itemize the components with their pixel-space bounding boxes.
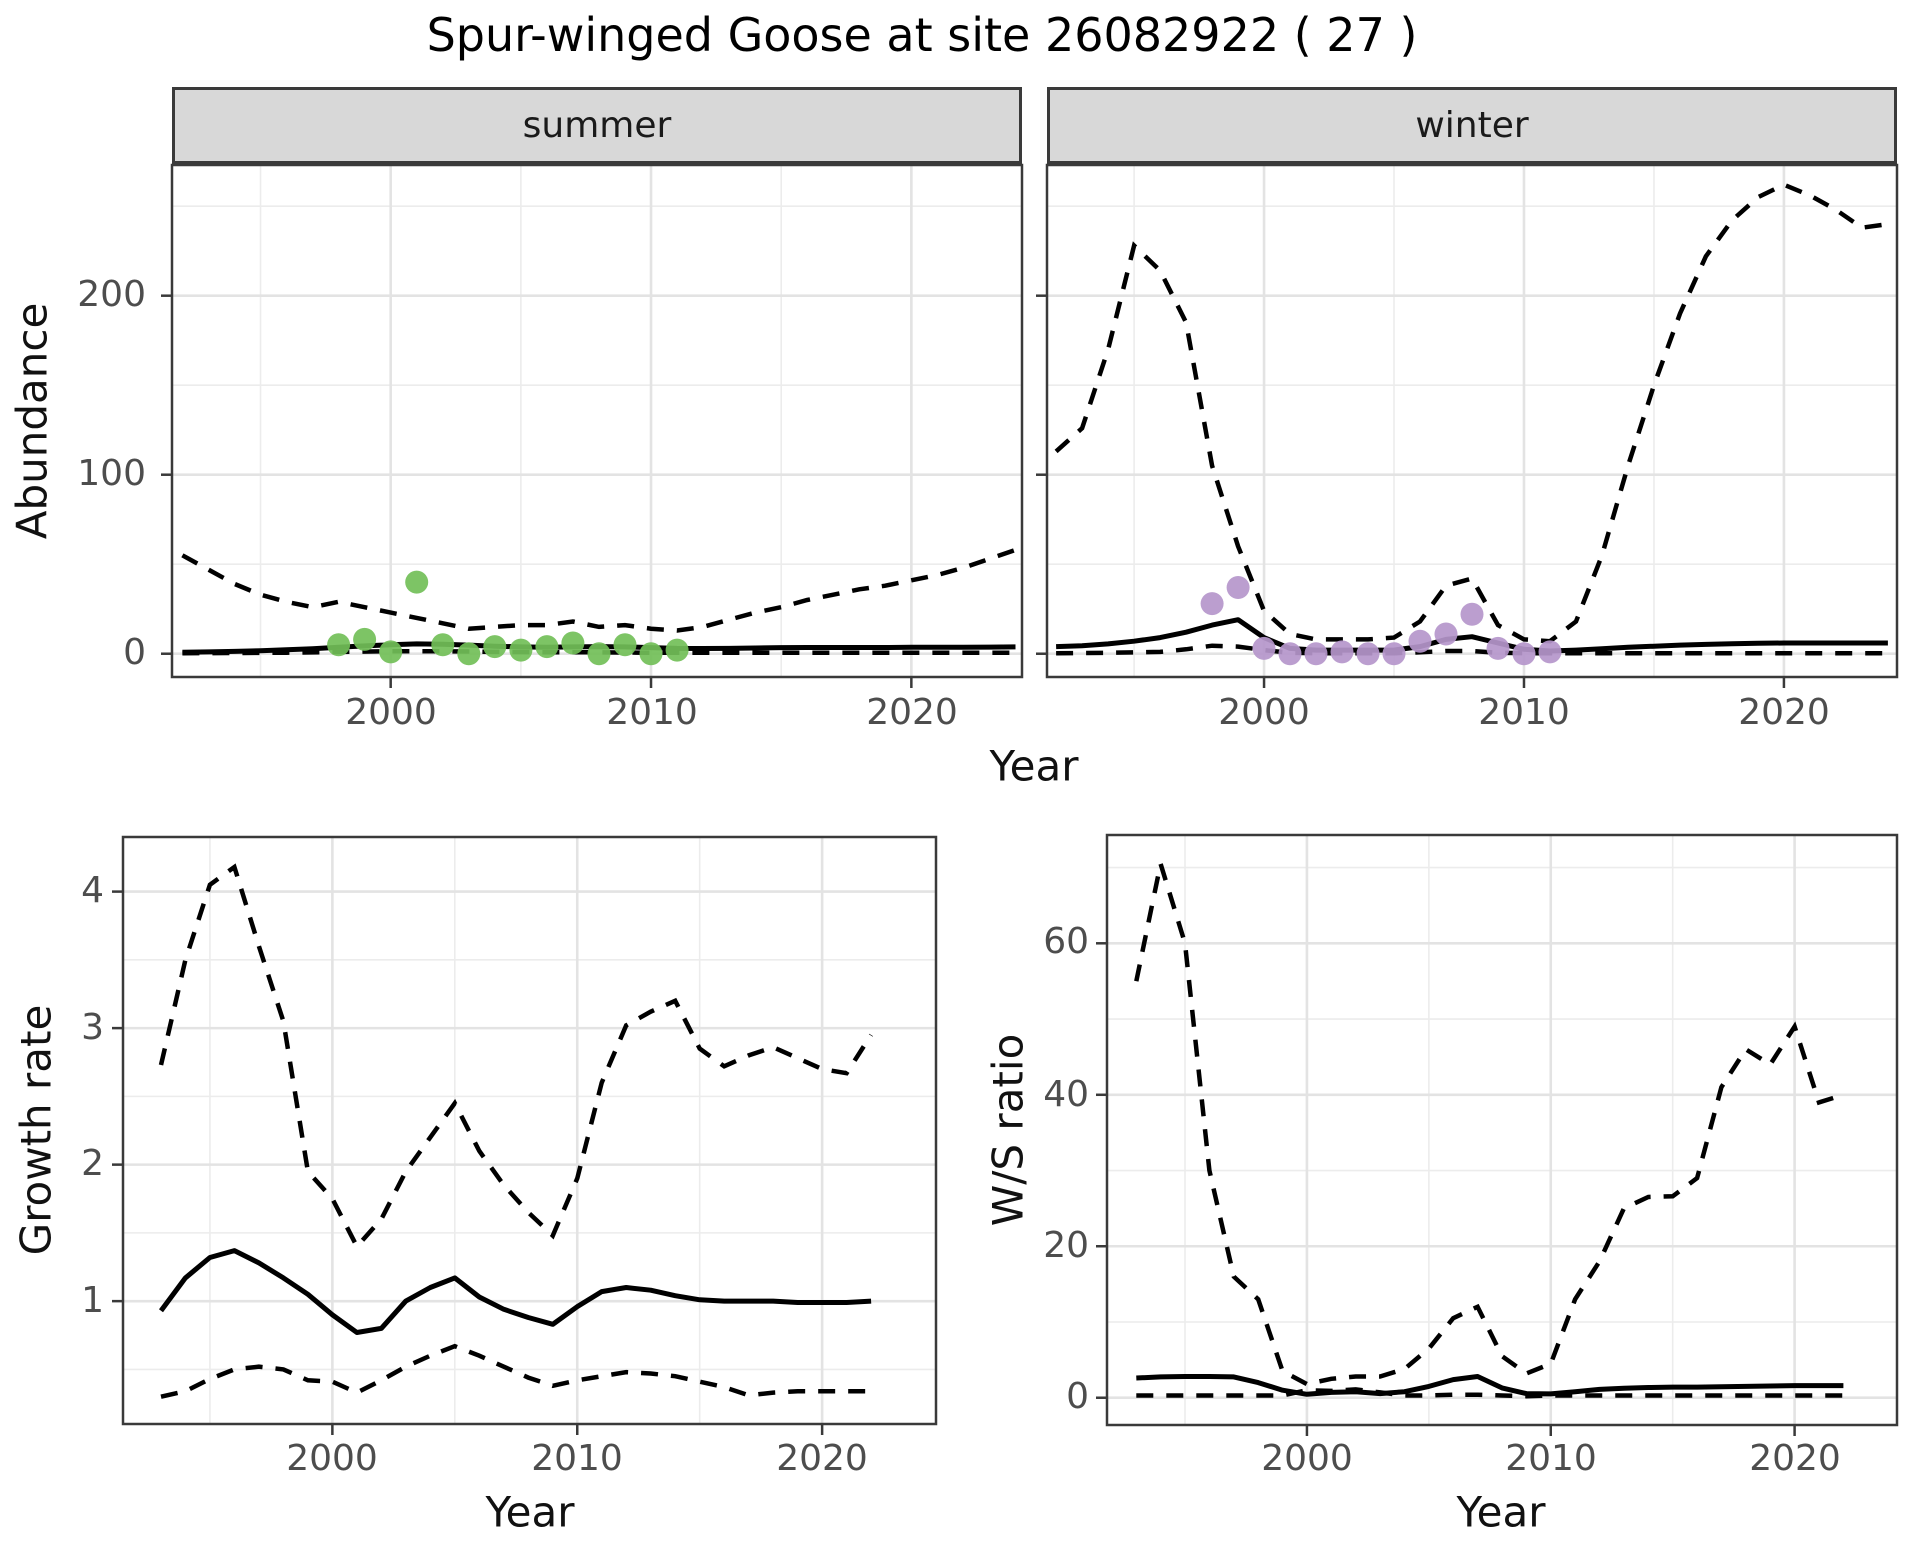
facet-strip-winter-label: winter xyxy=(1415,105,1529,146)
x-tick-ws-2020: 2020 xyxy=(1749,1438,1841,1479)
x-tick-winter-2010: 2010 xyxy=(1478,692,1570,733)
y-tick-abundance-0: 0 xyxy=(123,632,146,673)
y-tick-abundance-200: 200 xyxy=(77,274,146,315)
y-axis-title-growth: Growth rate xyxy=(11,1004,61,1256)
y-tick-growth-2: 2 xyxy=(81,1143,104,1184)
y-tick-ws-20: 20 xyxy=(1043,1225,1089,1266)
x-tick-winter-2020: 2020 xyxy=(1738,692,1830,733)
x-tick-ws-2010: 2010 xyxy=(1505,1438,1597,1479)
facet-strip-winter: winter xyxy=(1047,87,1897,164)
y-tick-growth-1: 1 xyxy=(81,1280,104,1321)
x-tick-growth-2000: 2000 xyxy=(286,1438,378,1479)
page-title: Spur-winged Goose at site 26082922 ( 27 … xyxy=(426,8,1418,62)
x-tick-summer-2010: 2010 xyxy=(606,692,698,733)
x-tick-winter-2000: 2000 xyxy=(1218,692,1310,733)
x-axis-title-year-growth: Year xyxy=(485,1487,575,1537)
facet-strip-summer: summer xyxy=(172,87,1022,164)
x-tick-growth-2010: 2010 xyxy=(531,1438,623,1479)
x-tick-summer-2000: 2000 xyxy=(345,692,437,733)
y-tick-growth-3: 3 xyxy=(81,1007,104,1048)
x-tick-ws-2000: 2000 xyxy=(1261,1438,1353,1479)
x-axis-title-year-top: Year xyxy=(989,741,1079,791)
y-tick-ws-40: 40 xyxy=(1043,1074,1089,1115)
x-axis-title-year-ws: Year xyxy=(1456,1487,1546,1537)
y-axis-title-abundance: Abundance xyxy=(7,302,57,540)
facet-strip-summer-label: summer xyxy=(522,105,672,146)
x-tick-summer-2020: 2020 xyxy=(866,692,958,733)
y-axis-title-ws: W/S ratio xyxy=(983,1033,1033,1227)
y-tick-abundance-100: 100 xyxy=(77,453,146,494)
y-tick-ws-0: 0 xyxy=(1066,1376,1089,1417)
x-tick-growth-2020: 2020 xyxy=(776,1438,868,1479)
y-tick-growth-4: 4 xyxy=(81,870,104,911)
y-tick-ws-60: 60 xyxy=(1043,921,1089,962)
